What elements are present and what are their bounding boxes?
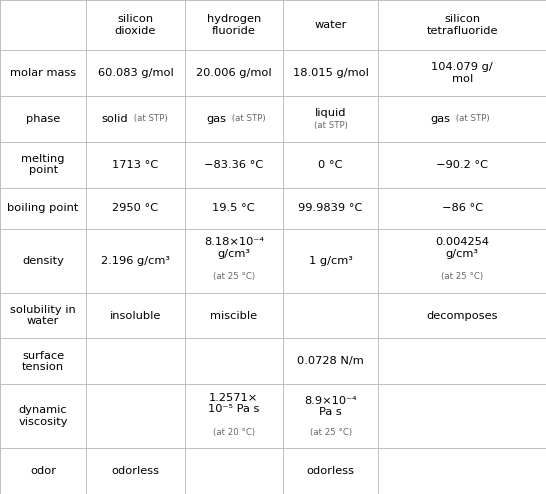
Text: insoluble: insoluble xyxy=(110,311,161,321)
Text: boiling point: boiling point xyxy=(8,203,79,213)
Text: 104.079 g/
mol: 104.079 g/ mol xyxy=(431,62,493,84)
Text: gas: gas xyxy=(207,114,227,124)
Text: 2.196 g/cm³: 2.196 g/cm³ xyxy=(101,256,170,266)
Text: 2950 °C: 2950 °C xyxy=(112,203,158,213)
Text: solubility in
water: solubility in water xyxy=(10,305,76,327)
Text: silicon
tetrafluoride: silicon tetrafluoride xyxy=(426,14,498,36)
Text: 18.015 g/mol: 18.015 g/mol xyxy=(293,68,369,78)
Text: miscible: miscible xyxy=(210,311,257,321)
Text: 8.9×10⁻⁴
Pa s: 8.9×10⁻⁴ Pa s xyxy=(304,396,357,417)
Text: 1713 °C: 1713 °C xyxy=(112,160,158,169)
Text: odorless: odorless xyxy=(111,466,159,476)
Text: −90.2 °C: −90.2 °C xyxy=(436,160,488,169)
Text: phase: phase xyxy=(26,114,60,124)
Text: (at STP): (at STP) xyxy=(453,115,489,124)
Text: 0.004254
g/cm³: 0.004254 g/cm³ xyxy=(435,237,489,259)
Text: 1.2571×
10⁻⁵ Pa s: 1.2571× 10⁻⁵ Pa s xyxy=(208,393,259,414)
Text: 1 g/cm³: 1 g/cm³ xyxy=(308,256,353,266)
Text: −86 °C: −86 °C xyxy=(442,203,483,213)
Text: liquid: liquid xyxy=(315,109,346,119)
Text: 0 °C: 0 °C xyxy=(318,160,343,169)
Text: melting
point: melting point xyxy=(21,154,65,175)
Text: (at 25 °C): (at 25 °C) xyxy=(441,272,483,281)
Text: odor: odor xyxy=(30,466,56,476)
Text: (at 20 °C): (at 20 °C) xyxy=(212,428,255,437)
Text: surface
tension: surface tension xyxy=(22,351,64,372)
Text: (at 25 °C): (at 25 °C) xyxy=(212,272,255,281)
Text: (at STP): (at STP) xyxy=(229,115,265,124)
Text: solid: solid xyxy=(102,114,128,124)
Text: odorless: odorless xyxy=(307,466,354,476)
Text: water: water xyxy=(314,20,347,30)
Text: 99.9839 °C: 99.9839 °C xyxy=(299,203,363,213)
Text: (at STP): (at STP) xyxy=(313,122,348,130)
Text: silicon
dioxide: silicon dioxide xyxy=(115,14,156,36)
Text: 0.0728 N/m: 0.0728 N/m xyxy=(297,356,364,367)
Text: −83.36 °C: −83.36 °C xyxy=(204,160,263,169)
Text: molar mass: molar mass xyxy=(10,68,76,78)
Text: 19.5 °C: 19.5 °C xyxy=(212,203,255,213)
Text: dynamic
viscosity: dynamic viscosity xyxy=(19,406,68,427)
Text: density: density xyxy=(22,256,64,266)
Text: 8.18×10⁻⁴
g/cm³: 8.18×10⁻⁴ g/cm³ xyxy=(204,237,264,259)
Text: 60.083 g/mol: 60.083 g/mol xyxy=(98,68,173,78)
Text: (at 25 °C): (at 25 °C) xyxy=(310,428,352,437)
Text: gas: gas xyxy=(430,114,450,124)
Text: 20.006 g/mol: 20.006 g/mol xyxy=(196,68,271,78)
Text: decomposes: decomposes xyxy=(426,311,498,321)
Text: hydrogen
fluoride: hydrogen fluoride xyxy=(206,14,261,36)
Text: (at STP): (at STP) xyxy=(130,115,167,124)
